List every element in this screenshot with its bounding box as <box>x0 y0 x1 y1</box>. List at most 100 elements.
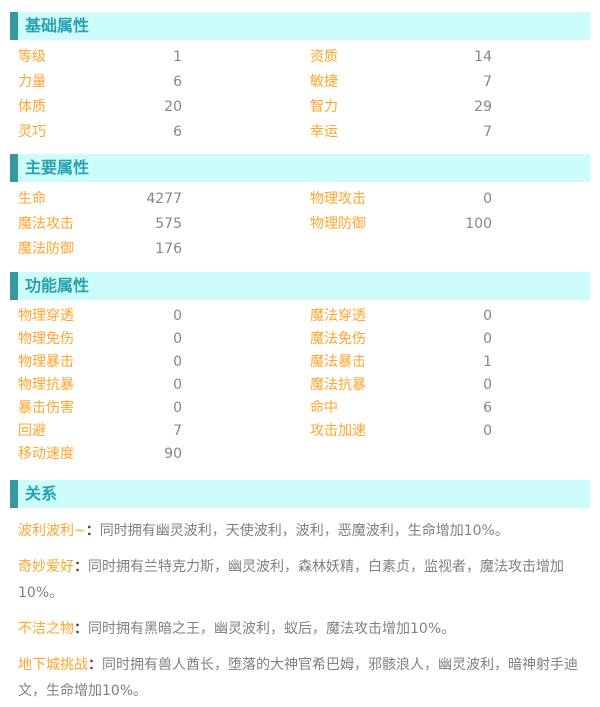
stat-value: 0 <box>483 191 492 207</box>
stat-value: 0 <box>173 308 182 324</box>
stat-value: 0 <box>483 308 492 324</box>
relation-colon: ： <box>74 621 88 637</box>
stat-row: 物理暴击 0 魔法暴击 1 <box>10 351 590 374</box>
stat-label: 物理穿透 <box>18 308 74 324</box>
stat-row: 灵巧 6 幸运 7 <box>10 120 590 145</box>
section-title: 基础属性 <box>18 12 590 40</box>
stat-value: 0 <box>483 377 492 393</box>
stat-label: 物理暴击 <box>18 354 74 370</box>
relation-desc: 同时拥有兽人酋长，堕落的大神官希巴姆，邪骸浪人，幽灵波利，暗神射手迪文，生命增加… <box>18 657 578 699</box>
stat-label: 魔法暴击 <box>310 354 366 370</box>
stat-label: 生命 <box>18 191 46 207</box>
stat-value: 100 <box>465 216 492 232</box>
stat-value: 0 <box>483 423 492 439</box>
stat-label: 幸运 <box>310 124 338 140</box>
relation-colon: ： <box>85 523 100 539</box>
spacer <box>182 443 310 466</box>
stat-label: 物理免伤 <box>18 331 74 347</box>
relation-desc: 同时拥有兰特克力斯，幽灵波利，森林妖精，白素贞，监视者，魔法攻击增加10%。 <box>18 559 564 601</box>
stat-value: 20 <box>164 99 182 115</box>
stat-row: 等级 1 资质 14 <box>10 45 590 70</box>
stat-label: 资质 <box>310 49 338 65</box>
section-relations: 关系 波利波利~：同时拥有幽灵波利，天使波利，波利，恶魔波利，生命增加10%。 … <box>10 480 590 704</box>
relation-item: 波利波利~：同时拥有幽灵波利，天使波利，波利，恶魔波利，生命增加10%。 <box>10 518 590 544</box>
stat-value-empty <box>410 443 492 466</box>
stat-label: 物理抗暴 <box>18 377 74 393</box>
stat-value: 6 <box>173 124 182 140</box>
section-header: 主要属性 <box>10 154 590 182</box>
stat-value: 4277 <box>146 191 182 207</box>
stat-value: 1 <box>483 354 492 370</box>
header-accent-bar <box>10 12 18 40</box>
relation-item: 奇妙爱好：同时拥有兰特克力斯，幽灵波利，森林妖精，白素贞，监视者，魔法攻击增加1… <box>10 554 590 606</box>
stat-value: 7 <box>173 423 182 439</box>
spacer <box>182 70 310 95</box>
section-title: 功能属性 <box>18 272 590 300</box>
stat-value: 6 <box>483 400 492 416</box>
stat-row: 物理穿透 0 魔法穿透 0 <box>10 305 590 328</box>
spacer <box>182 45 310 70</box>
stat-value: 7 <box>483 74 492 90</box>
relation-name: 不洁之物 <box>18 621 74 637</box>
section-header: 基础属性 <box>10 12 590 40</box>
section-basic-attributes: 基础属性 等级 1 资质 14 力量 6 敏捷 7 体质 20 智力 <box>10 12 590 145</box>
stat-row: 移动速度 90 <box>10 443 590 466</box>
relation-name: 奇妙爱好 <box>18 559 74 575</box>
spacer <box>182 212 310 237</box>
section-header: 关系 <box>10 480 590 508</box>
stat-value: 0 <box>173 400 182 416</box>
stat-value: 0 <box>173 354 182 370</box>
stat-value-empty <box>410 237 492 262</box>
spacer <box>182 95 310 120</box>
stat-row: 力量 6 敏捷 7 <box>10 70 590 95</box>
header-accent-bar <box>10 272 18 300</box>
stat-label: 命中 <box>310 400 338 416</box>
relation-item: 地下城挑战：同时拥有兽人酋长，堕落的大神官希巴姆，邪骸浪人，幽灵波利，暗神射手迪… <box>10 652 590 704</box>
stat-row: 物理抗暴 0 魔法抗暴 0 <box>10 374 590 397</box>
stat-row: 魔法防御 176 <box>10 237 590 262</box>
stat-label: 魔法攻击 <box>18 216 74 232</box>
stat-value: 0 <box>173 331 182 347</box>
stat-value: 0 <box>173 377 182 393</box>
spacer <box>182 237 310 262</box>
stat-label: 物理防御 <box>310 216 366 232</box>
section-functional-attributes: 功能属性 物理穿透 0 魔法穿透 0 物理免伤 0 魔法免伤 0 物理暴击 0 <box>10 272 590 466</box>
stat-row: 物理免伤 0 魔法免伤 0 <box>10 328 590 351</box>
stat-label: 攻击加速 <box>310 423 366 439</box>
stat-row: 体质 20 智力 29 <box>10 95 590 120</box>
relation-name: 波利波利~ <box>18 523 86 539</box>
stat-value: 575 <box>155 216 182 232</box>
stat-row: 暴击伤害 0 命中 6 <box>10 397 590 420</box>
stat-value: 6 <box>173 74 182 90</box>
stat-value: 90 <box>164 446 182 462</box>
relation-item: 不洁之物：同时拥有黑暗之王，幽灵波利，蚁后，魔法攻击增加10%。 <box>10 616 590 642</box>
stat-rows: 生命 4277 物理攻击 0 魔法攻击 575 物理防御 100 魔法防御 17… <box>10 187 590 262</box>
header-accent-bar <box>10 480 18 508</box>
stat-label: 魔法免伤 <box>310 331 366 347</box>
spacer <box>182 305 310 328</box>
stat-label-empty <box>310 443 410 466</box>
stat-row: 魔法攻击 575 物理防御 100 <box>10 212 590 237</box>
relation-desc: 同时拥有幽灵波利，天使波利，波利，恶魔波利，生命增加10%。 <box>99 523 509 539</box>
stat-label-empty <box>310 237 410 262</box>
stat-rows: 物理穿透 0 魔法穿透 0 物理免伤 0 魔法免伤 0 物理暴击 0 魔法暴击 … <box>10 305 590 466</box>
stat-row: 回避 7 攻击加速 0 <box>10 420 590 443</box>
spacer <box>182 120 310 145</box>
section-main-attributes: 主要属性 生命 4277 物理攻击 0 魔法攻击 575 物理防御 100 魔法… <box>10 154 590 262</box>
spacer <box>182 351 310 374</box>
stat-label: 等级 <box>18 49 46 65</box>
stat-label: 暴击伤害 <box>18 400 74 416</box>
stat-label: 智力 <box>310 99 338 115</box>
relation-colon: ： <box>74 559 88 575</box>
section-title: 关系 <box>18 480 590 508</box>
stat-label: 物理攻击 <box>310 191 366 207</box>
header-accent-bar <box>10 154 18 182</box>
relation-name: 地下城挑战 <box>18 657 88 673</box>
stat-value: 0 <box>483 331 492 347</box>
spacer <box>182 374 310 397</box>
stat-rows: 等级 1 资质 14 力量 6 敏捷 7 体质 20 智力 29 灵巧 <box>10 45 590 145</box>
stat-value: 14 <box>474 49 492 65</box>
stat-label: 灵巧 <box>18 124 46 140</box>
stat-label: 魔法抗暴 <box>310 377 366 393</box>
section-header: 功能属性 <box>10 272 590 300</box>
